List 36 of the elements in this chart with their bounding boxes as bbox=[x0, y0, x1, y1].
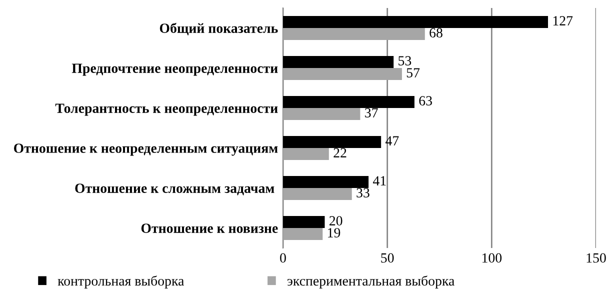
y-tick-label: Отношение к неопределенным ситуациям bbox=[14, 144, 278, 156]
y-tick-label: Толерантность к неопределенности bbox=[55, 104, 278, 116]
data-label: 68 bbox=[430, 28, 442, 38]
bar bbox=[283, 108, 360, 120]
bar bbox=[283, 136, 382, 148]
data-label: 127 bbox=[553, 16, 573, 26]
bar bbox=[283, 16, 548, 28]
bar bbox=[283, 216, 325, 228]
data-label: 22 bbox=[334, 148, 346, 158]
bar bbox=[283, 28, 425, 40]
x-tick-label: 0 bbox=[280, 253, 286, 263]
data-label: 19 bbox=[328, 228, 340, 238]
bar bbox=[283, 188, 352, 200]
bar bbox=[283, 228, 323, 240]
legend-label: контрольная выборка bbox=[58, 276, 184, 288]
x-tick-label: 100 bbox=[482, 253, 502, 263]
y-tick-label: Отношение к сложным задачам bbox=[75, 184, 274, 196]
bar bbox=[283, 176, 369, 188]
data-label: 63 bbox=[419, 96, 432, 106]
data-label: 33 bbox=[356, 188, 370, 198]
data-label: 20 bbox=[330, 216, 342, 226]
bar bbox=[283, 68, 402, 80]
data-label: 47 bbox=[386, 136, 399, 146]
data-label: 37 bbox=[365, 108, 378, 118]
data-label: 57 bbox=[406, 68, 420, 78]
data-label: 41 bbox=[372, 176, 386, 186]
legend-label: экспериментальная выборка bbox=[287, 276, 454, 288]
bar bbox=[283, 96, 414, 108]
y-tick-label: Общий показатель bbox=[160, 22, 278, 36]
data-label: 53 bbox=[398, 56, 412, 66]
y-tick-label: Отношение к новизне bbox=[141, 224, 278, 233]
x-tick-label: 150 bbox=[586, 253, 606, 263]
bar bbox=[283, 56, 394, 68]
x-tick-label: 50 bbox=[381, 253, 394, 263]
y-tick-label: Предпочтение неопределенности bbox=[72, 64, 278, 76]
bar bbox=[283, 148, 329, 160]
